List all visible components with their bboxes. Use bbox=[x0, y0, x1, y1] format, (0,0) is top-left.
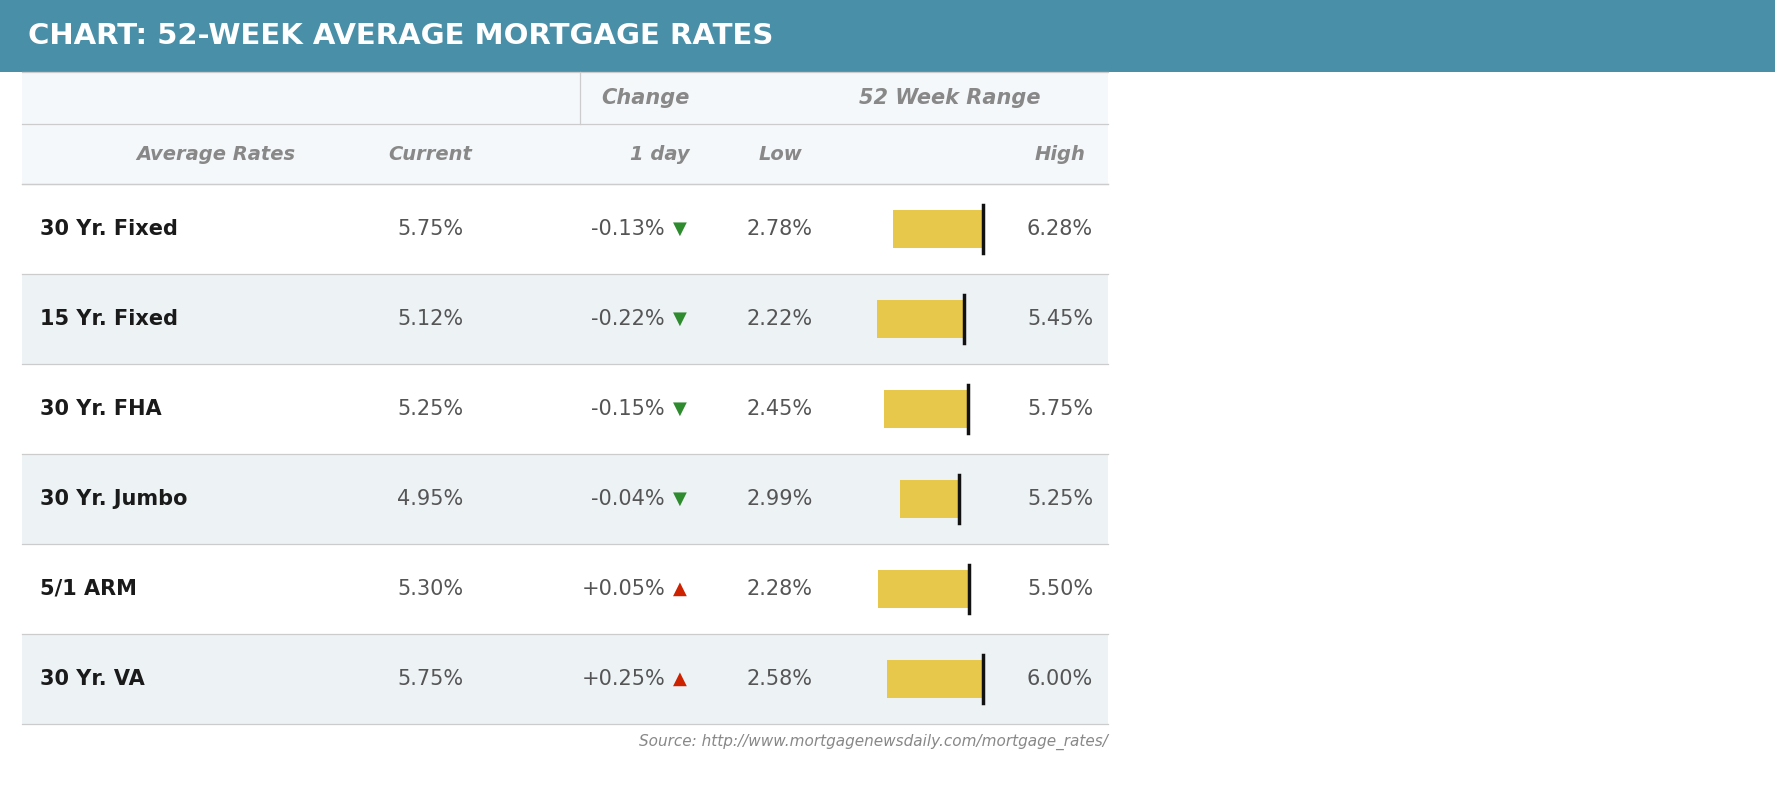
Text: 2.28%: 2.28% bbox=[747, 579, 813, 599]
Bar bbox=[884, 390, 967, 428]
Text: Change: Change bbox=[600, 88, 689, 108]
Text: 2.99%: 2.99% bbox=[747, 489, 813, 509]
Bar bbox=[21, 454, 1108, 544]
Text: ▲: ▲ bbox=[673, 580, 687, 598]
Bar bbox=[21, 544, 1108, 634]
Text: High: High bbox=[1035, 144, 1086, 164]
Text: ▲: ▲ bbox=[673, 670, 687, 688]
Text: ▼: ▼ bbox=[673, 400, 687, 418]
Text: Average Rates: Average Rates bbox=[137, 144, 296, 164]
Text: 2.22%: 2.22% bbox=[747, 309, 813, 329]
Text: 5.45%: 5.45% bbox=[1028, 309, 1093, 329]
Bar bbox=[21, 634, 1108, 724]
Text: -0.22%: -0.22% bbox=[591, 309, 666, 329]
Text: 6.28%: 6.28% bbox=[1028, 219, 1093, 239]
Text: CHART: 52-WEEK AVERAGE MORTGAGE RATES: CHART: 52-WEEK AVERAGE MORTGAGE RATES bbox=[28, 22, 774, 50]
Text: 1 day: 1 day bbox=[630, 144, 690, 164]
Text: ▼: ▼ bbox=[673, 310, 687, 328]
Bar bbox=[879, 570, 969, 608]
Text: 5.75%: 5.75% bbox=[398, 669, 463, 689]
Bar bbox=[21, 274, 1108, 364]
Text: 5.50%: 5.50% bbox=[1028, 579, 1093, 599]
Text: 5.12%: 5.12% bbox=[398, 309, 463, 329]
Text: ▼: ▼ bbox=[673, 220, 687, 238]
Text: 5.25%: 5.25% bbox=[1028, 489, 1093, 509]
Text: +0.05%: +0.05% bbox=[580, 579, 666, 599]
Text: 30 Yr. Jumbo: 30 Yr. Jumbo bbox=[41, 489, 188, 509]
Text: 5.30%: 5.30% bbox=[398, 579, 463, 599]
Bar bbox=[888, 660, 983, 698]
Text: ▼: ▼ bbox=[673, 490, 687, 508]
Text: Source: http://www.mortgagenewsdaily.com/mortgage_rates/: Source: http://www.mortgagenewsdaily.com… bbox=[639, 734, 1108, 750]
Text: 30 Yr. VA: 30 Yr. VA bbox=[41, 669, 146, 689]
Bar bbox=[21, 124, 1108, 184]
Text: 2.45%: 2.45% bbox=[747, 399, 813, 419]
Text: -0.15%: -0.15% bbox=[591, 399, 666, 419]
Text: 5.25%: 5.25% bbox=[398, 399, 463, 419]
Bar bbox=[877, 300, 964, 338]
Text: 5/1 ARM: 5/1 ARM bbox=[41, 579, 137, 599]
Text: 2.78%: 2.78% bbox=[747, 219, 813, 239]
Text: 2.58%: 2.58% bbox=[747, 669, 813, 689]
Text: 15 Yr. Fixed: 15 Yr. Fixed bbox=[41, 309, 178, 329]
Text: 5.75%: 5.75% bbox=[1028, 399, 1093, 419]
Text: +0.25%: +0.25% bbox=[580, 669, 666, 689]
Text: 52 Week Range: 52 Week Range bbox=[859, 88, 1040, 108]
Text: 5.75%: 5.75% bbox=[398, 219, 463, 239]
Text: 30 Yr. FHA: 30 Yr. FHA bbox=[41, 399, 162, 419]
Text: 6.00%: 6.00% bbox=[1028, 669, 1093, 689]
Text: -0.13%: -0.13% bbox=[591, 219, 666, 239]
Text: -0.04%: -0.04% bbox=[591, 489, 666, 509]
Text: Low: Low bbox=[758, 144, 802, 164]
Bar bbox=[21, 184, 1108, 274]
Text: 30 Yr. Fixed: 30 Yr. Fixed bbox=[41, 219, 178, 239]
Bar bbox=[893, 210, 983, 248]
Text: 4.95%: 4.95% bbox=[398, 489, 463, 509]
Bar bbox=[21, 72, 1108, 124]
Text: Current: Current bbox=[389, 144, 472, 164]
Bar bbox=[900, 480, 958, 518]
Bar bbox=[0, 0, 1775, 72]
Bar bbox=[21, 364, 1108, 454]
